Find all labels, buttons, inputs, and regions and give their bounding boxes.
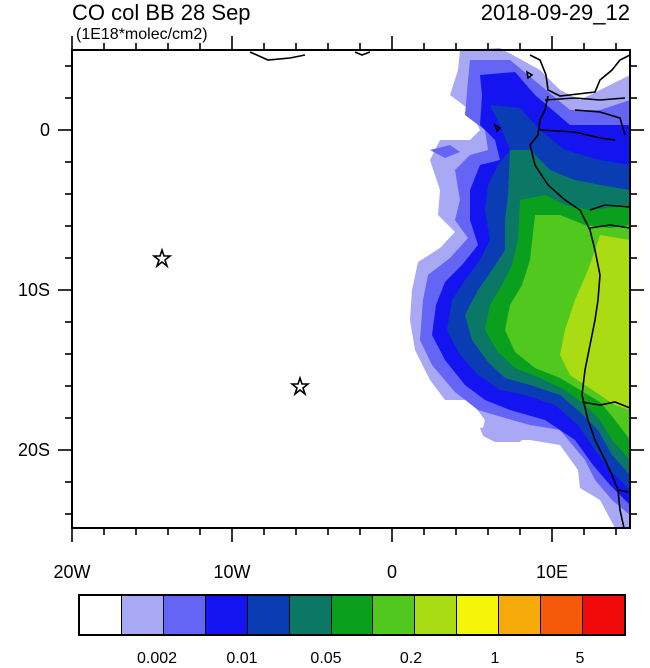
colorbar-box-7 xyxy=(373,596,416,634)
colorbar xyxy=(78,594,626,636)
lat-label-20s: 20S xyxy=(17,440,50,460)
colorbar-label-5: 5 xyxy=(575,650,585,667)
colorbar-box-1 xyxy=(121,596,164,634)
map-units: (1E18*molec/cm2) xyxy=(76,26,208,43)
map-frame xyxy=(71,49,631,529)
colorbar-box-10 xyxy=(499,596,542,634)
lon-label-0: 0 xyxy=(386,562,397,582)
lat-label-0: 0 xyxy=(39,120,50,140)
colorbar-box-6 xyxy=(331,596,374,634)
map-datetime: 2018-09-29_12 xyxy=(480,0,630,25)
coastline xyxy=(249,51,631,529)
star-markers xyxy=(151,247,311,397)
colorbar-label-1: 1 xyxy=(490,650,500,667)
lon-ticks xyxy=(71,36,617,542)
colorbar-box-5 xyxy=(289,596,332,634)
lat-label-10s: 10S xyxy=(17,280,50,300)
lat-ticks xyxy=(58,65,644,515)
lon-label-20w: 20W xyxy=(53,562,91,582)
colorbar-label-0-2: 0.2 xyxy=(399,650,423,667)
lon-label-10e: 10E xyxy=(535,562,569,582)
colorbar-box-8 xyxy=(415,596,458,634)
colorbar-box-2 xyxy=(163,596,206,634)
colorbar-box-0 xyxy=(80,596,122,634)
colorbar-label-0-01: 0.01 xyxy=(226,650,258,667)
lon-label-10w: 10W xyxy=(213,562,251,582)
star-marker-1 xyxy=(151,247,173,269)
colorbar-box-11 xyxy=(541,596,584,634)
colorbar-label-0-002: 0.002 xyxy=(136,650,178,667)
colorbar-box-4 xyxy=(247,596,290,634)
colorbar-label-0-05: 0.05 xyxy=(310,650,342,667)
co-field xyxy=(410,48,630,528)
colorbar-box-12 xyxy=(583,596,624,634)
colorbar-box-9 xyxy=(457,596,500,634)
colorbar-box-3 xyxy=(205,596,248,634)
star-marker-2 xyxy=(289,375,311,397)
map-title: CO col BB 28 Sep xyxy=(72,0,251,25)
